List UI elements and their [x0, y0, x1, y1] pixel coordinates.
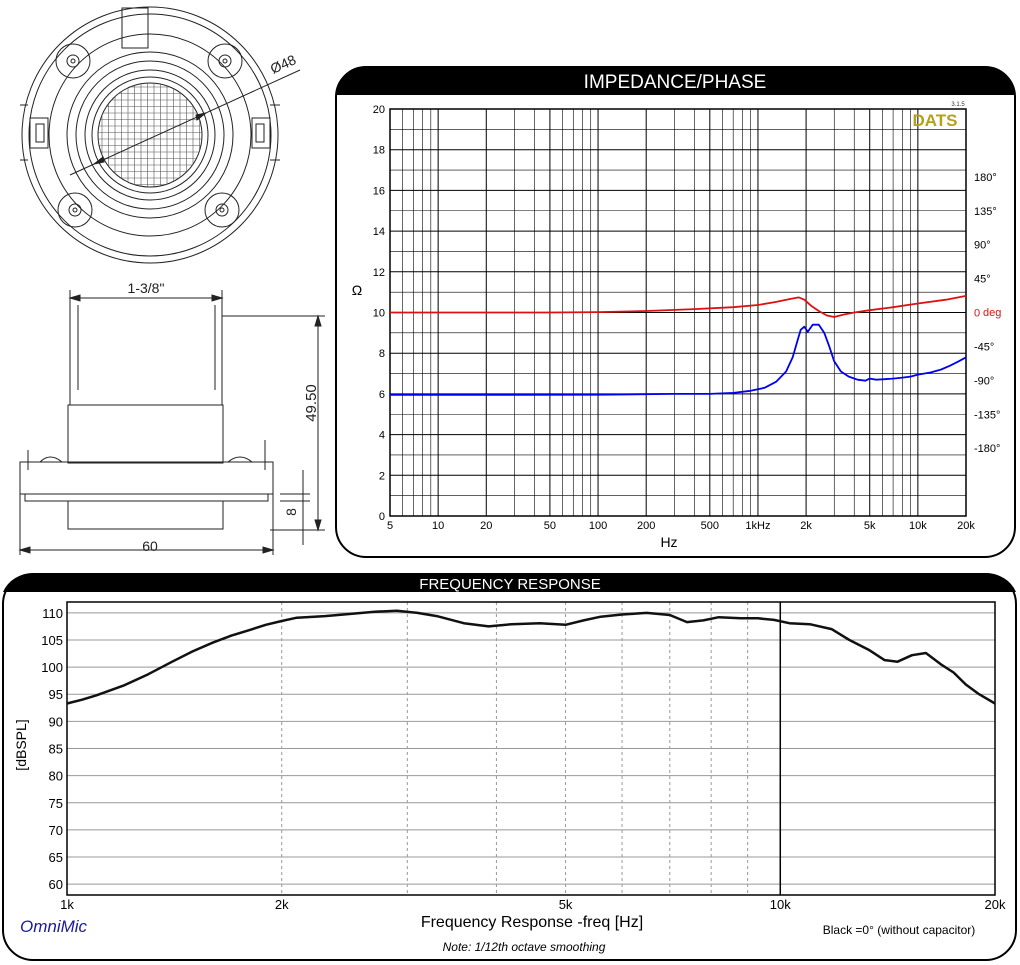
- frequency-panel-frame: [2, 573, 1017, 961]
- impedance-y-tick-label: 12: [373, 267, 385, 279]
- impedance-y-axis-label: Ω: [352, 282, 362, 298]
- tweeter-technical-drawing: Ø48: [18, 6, 325, 555]
- omnimic-brand: OmniMic: [20, 917, 88, 936]
- frequency-x-tick-label: 1k: [60, 897, 74, 912]
- impedance-x-tick-label: 5: [387, 520, 393, 532]
- side-view-drawing: [18, 290, 325, 555]
- impedance-x-tick-label: 100: [589, 520, 607, 532]
- frequency-y-tick-label: 90: [49, 714, 63, 729]
- impedance-title: IMPEDANCE/PHASE: [584, 72, 767, 93]
- frequency-y-tick-label: 75: [49, 796, 63, 811]
- frequency-y-tick-label: 80: [49, 769, 63, 784]
- phase-y-tick-label: -90°: [974, 375, 994, 387]
- phase-y-tick-label: 90°: [974, 240, 991, 252]
- frequency-response-panel: FREQUENCY RESPONSE 1k 2k 5k 10k 20k 60 65 70 75 8…: [2, 573, 1017, 961]
- phase-line: [390, 295, 967, 318]
- impedance-y-tick-label: 6: [379, 389, 385, 401]
- frequency-panel-header: [3, 573, 1016, 592]
- impedance-x-tick-label: 50: [544, 520, 556, 532]
- frequency-grid: [66, 601, 996, 896]
- impedance-x-axis-label: Hz: [660, 534, 677, 550]
- frequency-x-axis-label: Frequency Response -freq [Hz]: [421, 914, 643, 931]
- phase-y-tick-label: 135°: [974, 206, 997, 218]
- dome-mesh: [98, 83, 202, 187]
- impedance-x-tick-label: 5k: [864, 520, 876, 532]
- smoothing-note: Note: 1/12th octave smoothing: [443, 940, 606, 954]
- frequency-y-axis-label: [dBSPL]: [13, 719, 29, 770]
- impedance-y-tick-label: 20: [373, 104, 385, 116]
- frequency-x-tick-label: 20k: [985, 897, 1006, 912]
- impedance-x-tick-label: 1kHz: [745, 520, 770, 532]
- impedance-y-tick-label: 0: [379, 511, 385, 523]
- phase-y-tick-label: 0: [974, 308, 980, 320]
- impedance-x-tick-label: 500: [701, 520, 719, 532]
- impedance-x-tick-label: 2k: [800, 520, 812, 532]
- frequency-y-tick-label: 65: [49, 850, 63, 865]
- frequency-y-tick-label: 95: [49, 687, 63, 702]
- phase-y-tick-label: -45°: [974, 341, 994, 353]
- frequency-plot-border: [66, 601, 996, 896]
- impedance-x-tick-label: 20k: [957, 520, 975, 532]
- frequency-y-tick-label: 110: [42, 606, 63, 621]
- base-label: 60: [142, 538, 158, 554]
- frequency-y-tick-label: 70: [49, 823, 63, 838]
- top-view-drawing: [20, 6, 301, 264]
- frequency-x-tick-label: 10k: [770, 897, 791, 912]
- frequency-x-tick-label: 2k: [275, 897, 289, 912]
- impedance-y-tick-label: 18: [373, 145, 385, 157]
- impedance-x-tick-label: 10k: [909, 520, 927, 532]
- frequency-ticks: 1k 2k 5k 10k 20k 60 65 70 75 80 85 90 95 100 105 110: [41, 606, 1006, 912]
- legend-note: Black =0° (without capacitor): [823, 923, 976, 937]
- impedance-y-tick-label: 10: [373, 308, 385, 320]
- impedance-brand: DATS: [912, 111, 957, 130]
- phase-y-tick-label: -135°: [974, 409, 1000, 421]
- frequency-y-tick-label: 85: [49, 742, 63, 757]
- impedance-x-tick-label: 20: [480, 520, 492, 532]
- impedance-y-tick-label: 8: [379, 348, 385, 360]
- phase-y-tick-label: 180°: [974, 172, 997, 184]
- frequency-x-tick-label: 5k: [559, 897, 573, 912]
- impedance-y-tick-label: 4: [379, 430, 385, 442]
- impedance-panel-header: [336, 66, 1015, 95]
- frequency-series: [66, 609, 996, 705]
- impedance-y-tick-label: 14: [373, 226, 385, 238]
- height-label: 49.50: [303, 384, 320, 422]
- width-label: 1-3/8": [128, 280, 165, 296]
- impedance-y-tick-label: 16: [373, 185, 385, 197]
- frequency-title: FREQUENCY RESPONSE: [419, 576, 600, 593]
- impedance-x-tick-label: 10: [432, 520, 444, 532]
- flange-label: 8: [283, 508, 299, 516]
- frequency-y-tick-label: 60: [49, 877, 63, 892]
- impedance-series: [390, 295, 967, 396]
- impedance-ticks: 5 10 20 50 100 200 500 1kHz 2k 5k 10k 20k0246810121…: [373, 104, 1001, 532]
- frequency-y-tick-label: 100: [41, 660, 63, 675]
- impedance-line: [390, 323, 967, 396]
- phase-unit-label: deg: [983, 307, 1001, 319]
- impedance-y-tick-label: 2: [379, 470, 385, 482]
- phase-y-tick-label: -180°: [974, 443, 1000, 455]
- frequency-y-tick-label: 105: [41, 633, 63, 648]
- impedance-version: 3.1.5: [951, 102, 965, 108]
- frequency-response-line: [66, 609, 996, 705]
- impedance-phase-panel: IMPEDANCE/PHASE 5 10 20 50 100 200 500 1kHz 2k 5k…: [335, 66, 1016, 558]
- impedance-x-tick-label: 200: [637, 520, 655, 532]
- phase-y-tick-label: 45°: [974, 274, 991, 286]
